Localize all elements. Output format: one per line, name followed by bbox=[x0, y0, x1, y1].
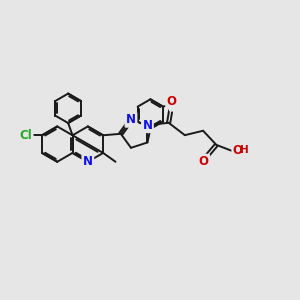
Text: O: O bbox=[232, 144, 242, 157]
Text: O: O bbox=[199, 155, 209, 168]
Text: N: N bbox=[83, 155, 93, 168]
Text: F: F bbox=[170, 97, 178, 110]
Text: N: N bbox=[126, 113, 136, 126]
Text: N: N bbox=[142, 119, 152, 132]
Text: H: H bbox=[241, 146, 249, 155]
Text: O: O bbox=[167, 95, 177, 108]
Text: Cl: Cl bbox=[20, 129, 32, 142]
